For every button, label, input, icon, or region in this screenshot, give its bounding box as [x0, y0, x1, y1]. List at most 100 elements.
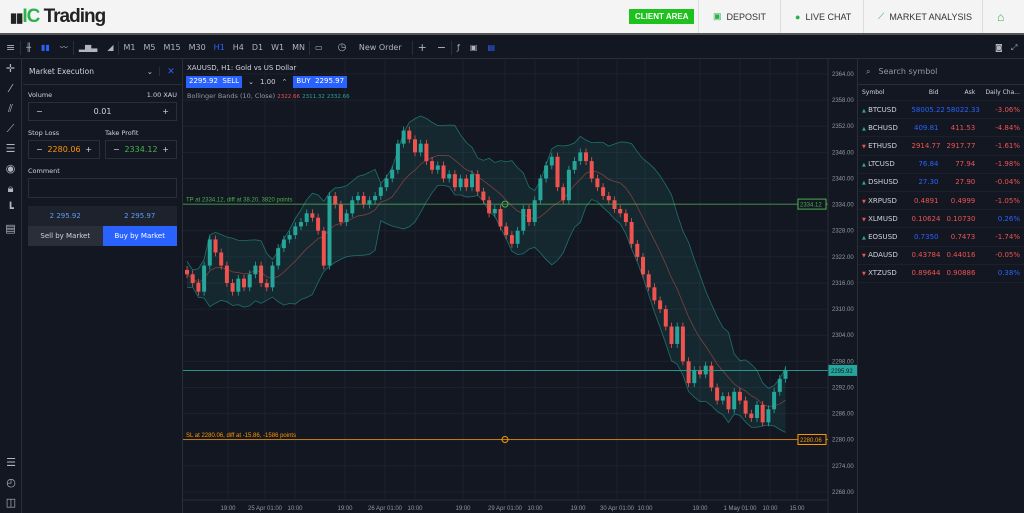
- minus-icon[interactable]: −: [113, 145, 120, 154]
- candle-body: [230, 282, 235, 292]
- lock-icon[interactable]: 🔒︎: [7, 182, 14, 195]
- new-order-button[interactable]: ◷ New Order: [337, 42, 402, 53]
- sell-button[interactable]: 2295.92 SELL: [186, 76, 243, 88]
- y-tick-label: 2358.00: [832, 98, 854, 104]
- zoom-out-button[interactable]: −: [436, 41, 447, 54]
- area-icon[interactable]: ◢: [107, 43, 114, 52]
- line-chart-icon[interactable]: 〰: [59, 43, 68, 52]
- x-tick-label: 19:00: [337, 506, 353, 512]
- ic-trading-logo[interactable]: ▮▮IC Trading: [10, 6, 106, 27]
- close-icon[interactable]: ✕: [167, 66, 175, 77]
- watchlist-row[interactable]: ▲ DSHUSD 27.30 27.90 -0.04%: [858, 174, 1024, 192]
- chevron-down-icon: ⌄: [146, 67, 153, 76]
- timeframe-m5[interactable]: M5: [143, 43, 156, 52]
- bar-chart-icon[interactable]: ╫: [26, 43, 32, 52]
- minus-icon[interactable]: −: [36, 145, 43, 154]
- chevron-up-icon[interactable]: ⌃: [281, 78, 288, 86]
- take-profit-handle-icon[interactable]: [501, 200, 509, 208]
- timeframe-m30[interactable]: M30: [188, 43, 206, 52]
- watchlist-row[interactable]: ▲ BTCUSD 58005.22 58022.33 -3.06%: [858, 101, 1024, 120]
- live-chat-link[interactable]: ● LIVE CHAT: [780, 0, 865, 33]
- candle-body: [356, 195, 360, 201]
- y-tick-label: 2310.00: [832, 307, 854, 313]
- tree-icon[interactable]: ┗: [7, 202, 14, 215]
- chart-canvas[interactable]: 2364.00 2358.00 2352.00 2346.00 2340.00 2334.…: [183, 59, 857, 513]
- timeframe-m1[interactable]: M1: [123, 43, 136, 52]
- client-area-button[interactable]: CLIENT AREA: [629, 9, 695, 24]
- watchlist-row[interactable]: ▲ EOSUSD 0.7350 0.7473 -1.74%: [858, 228, 1024, 247]
- watchlist-row[interactable]: ▼ XTZUSD 0.89644 0.90886 0.38%: [858, 265, 1024, 283]
- panels-icon[interactable]: ◫: [5, 496, 17, 509]
- x-tick-label: 19:00: [692, 506, 708, 512]
- candle-body: [458, 178, 463, 188]
- volume-stepper[interactable]: −0.01 +: [28, 102, 177, 121]
- list-icon[interactable]: ☰: [6, 456, 16, 469]
- watchlist-row[interactable]: ▼ XRPUSD 0.4891 0.4999 -1.05%: [858, 192, 1024, 211]
- watchlist-row[interactable]: ▼ ETHUSD 2914.77 2917.77 -1.61%: [858, 137, 1024, 156]
- watchlist-row[interactable]: ▼ XLMUSD 0.10624 0.10730 0.26%: [858, 210, 1024, 229]
- deposit-link[interactable]: ▣ DEPOSIT: [698, 0, 780, 33]
- timeframe-m15[interactable]: M15: [163, 43, 181, 52]
- timeframe-h1[interactable]: H1: [213, 43, 225, 52]
- market-analysis-link[interactable]: ⟋ MARKET ANALYSIS: [863, 0, 986, 33]
- home-button[interactable]: ⌂: [982, 0, 1018, 33]
- plus-icon[interactable]: +: [162, 145, 169, 154]
- buy-button[interactable]: BUY 2295.97: [293, 76, 348, 88]
- quantity-input[interactable]: 1.00: [259, 78, 276, 86]
- execution-mode-select[interactable]: Market Execution ⌄: [23, 67, 160, 76]
- candles-icon[interactable]: ▮▮: [41, 43, 50, 52]
- crosshair-icon[interactable]: ✛: [5, 62, 16, 75]
- candle-body: [561, 187, 566, 201]
- candle-body: [270, 265, 275, 288]
- channel-icon[interactable]: ⫽: [8, 102, 13, 115]
- indicator-legend[interactable]: Bollinger Bands (10, Close) 2322.66 2311…: [187, 92, 350, 100]
- triangle-up-icon: ▲: [862, 162, 866, 169]
- plus-icon[interactable]: +: [85, 145, 92, 154]
- zoom-in-button[interactable]: +: [417, 41, 427, 54]
- candle-body: [532, 200, 537, 223]
- buy-by-market-button[interactable]: Buy by Market: [102, 226, 177, 246]
- template-icon[interactable]: ▣: [469, 43, 478, 52]
- stop-loss-stepper[interactable]: −2280.06 +: [28, 140, 100, 159]
- stop-loss-handle-icon[interactable]: [501, 435, 509, 443]
- sell-by-market-button[interactable]: Sell by Market: [28, 226, 103, 246]
- take-profit-label: Take Profit: [105, 129, 139, 137]
- eye-icon[interactable]: ◉: [5, 162, 16, 175]
- y-tick-label: 2292.00: [832, 385, 854, 391]
- object-tree-icon[interactable]: ▤: [487, 43, 495, 52]
- candle-body: [686, 361, 691, 384]
- search-icon: ⌕: [866, 66, 871, 76]
- volume-icon[interactable]: ▂▆▃: [78, 43, 98, 52]
- y-tick-label: 2304.00: [832, 333, 854, 339]
- timeframe-mn[interactable]: MN: [292, 43, 306, 52]
- ask: 2917.77: [946, 141, 976, 150]
- fib-icon[interactable]: ☰: [5, 142, 16, 155]
- x-tick-label: 29 Apr 01:00: [488, 506, 523, 512]
- camera-icon[interactable]: ◙: [995, 43, 1003, 52]
- minus-icon[interactable]: −: [36, 107, 43, 116]
- price-chart[interactable]: 2364.00 2358.00 2352.00 2346.00 2340.00 2334.…: [183, 59, 857, 513]
- timeframe-w1[interactable]: W1: [271, 43, 285, 52]
- plus-icon[interactable]: +: [162, 107, 169, 116]
- chevron-down-icon[interactable]: ⌄: [248, 78, 254, 86]
- trend-line-icon[interactable]: ⁄: [9, 82, 12, 95]
- segment-icon[interactable]: ⟋: [6, 122, 15, 135]
- search-symbol-input[interactable]: ⌕ Search symbol: [858, 59, 1024, 85]
- history-icon[interactable]: ◴: [6, 476, 16, 489]
- screenshot-icon[interactable]: ▭: [315, 43, 323, 52]
- watchlist-row[interactable]: ▲ BCHUSD 409.81 411.53 -4.84%: [858, 119, 1024, 138]
- layers-icon[interactable]: ▤: [5, 222, 16, 235]
- take-profit-stepper[interactable]: −2334.12 +: [105, 140, 177, 159]
- timeframe-h4[interactable]: H4: [232, 43, 244, 52]
- watchlist-row[interactable]: ▲ LTCUSD 76.84 77.94 -1.98%: [858, 156, 1024, 174]
- fullscreen-icon[interactable]: ⤢: [1011, 42, 1018, 52]
- bollinger-lower-line: [187, 184, 786, 433]
- menu-icon[interactable]: ≡: [6, 41, 16, 54]
- bid: 0.7350: [913, 232, 939, 241]
- indicators-icon[interactable]: ƒ: [457, 43, 460, 52]
- symbol: ADAUSD: [868, 251, 898, 260]
- comment-input[interactable]: [28, 178, 177, 198]
- watchlist-row[interactable]: ▼ ADAUSD 0.43784 0.44016 -0.05%: [858, 247, 1024, 265]
- timeframe-d1[interactable]: D1: [251, 43, 264, 52]
- bid: 27.30: [918, 178, 939, 187]
